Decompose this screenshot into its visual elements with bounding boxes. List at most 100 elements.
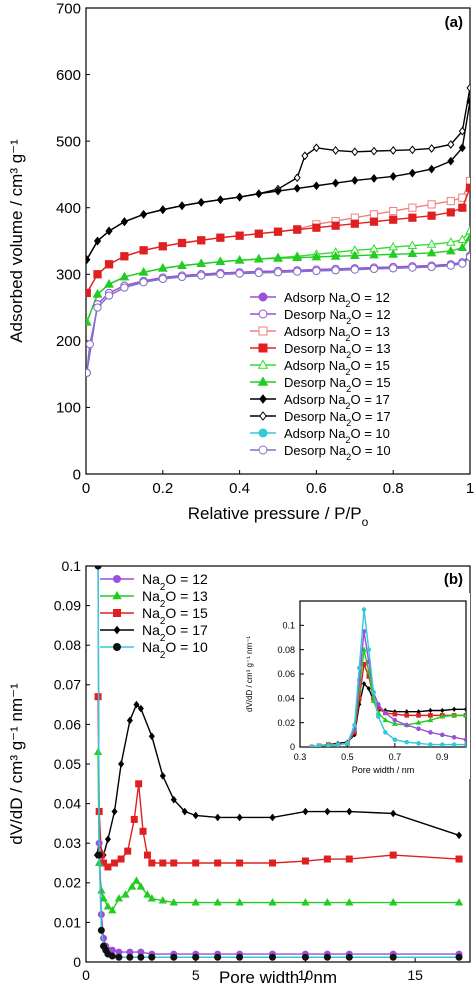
inset-data-point xyxy=(375,714,381,719)
a-data-point xyxy=(216,195,224,205)
a-series xyxy=(86,96,470,265)
b-data-point xyxy=(236,953,244,961)
a-series xyxy=(86,252,470,377)
b-legend-entry: Na2O = 12 xyxy=(142,571,208,593)
a-data-point xyxy=(177,238,187,248)
b-series-line xyxy=(96,703,460,858)
a-data-point xyxy=(369,249,379,259)
a-data-point xyxy=(105,226,113,236)
b-y-tick-label: 0.09 xyxy=(54,598,81,614)
a-data-point xyxy=(427,211,436,220)
a-data-point xyxy=(458,143,466,153)
a-data-point xyxy=(408,263,417,272)
a-data-point xyxy=(293,184,301,193)
b-data-point xyxy=(139,827,147,835)
b-legend-entry-sub: 2 xyxy=(160,599,165,610)
b-data-point xyxy=(124,847,132,855)
a-legend-marker xyxy=(259,394,267,404)
a-data-point xyxy=(293,267,302,276)
a-data-point xyxy=(350,265,359,274)
a-legend-entry: Adsorp Na2O = 17 xyxy=(284,392,390,411)
inset-data-point xyxy=(375,702,381,707)
b-data-point xyxy=(130,815,138,823)
a-y-tick-label: 200 xyxy=(56,333,81,350)
b-y-axis-label: dV/dD / cm³ g⁻¹ nm⁻¹ xyxy=(7,683,26,845)
inset-data-point xyxy=(463,742,466,747)
b-y-tick-label: 0.06 xyxy=(54,716,81,732)
a-legend-entry-post: O = 15 xyxy=(350,358,389,373)
a-data-point xyxy=(197,271,206,280)
b-legend-marker xyxy=(113,625,121,635)
b-data-point xyxy=(121,890,130,898)
b-data-point xyxy=(133,700,140,709)
a-data-point xyxy=(235,231,244,240)
a-data-point xyxy=(215,256,226,266)
a-data-point xyxy=(389,146,397,155)
a-data-point xyxy=(312,143,320,153)
a-legend-entry: Desorp Na2O = 12 xyxy=(284,307,391,326)
b-data-point xyxy=(170,795,177,804)
a-data-point xyxy=(370,174,378,183)
a-data-point xyxy=(120,252,129,261)
a-data-point xyxy=(332,178,340,188)
b-data-point xyxy=(132,876,141,884)
b-legend-entry-post: O = 17 xyxy=(165,622,208,638)
b-data-point xyxy=(115,953,123,961)
inset-data-point xyxy=(440,707,445,714)
a-data-point xyxy=(236,192,244,202)
b-legend-entry-pre: Na xyxy=(142,588,160,604)
a-data-point xyxy=(93,270,102,279)
inset-data-point xyxy=(416,741,421,746)
inset-data-point xyxy=(366,685,371,692)
a-data-point xyxy=(104,279,114,288)
b-data-point xyxy=(135,780,143,788)
a-x-tick-label: 0.4 xyxy=(229,480,250,497)
b-data-point xyxy=(301,857,309,865)
a-data-point xyxy=(177,260,187,270)
b-data-point xyxy=(323,855,331,863)
a-legend-entry-sub: 2 xyxy=(346,316,351,326)
b-data-point xyxy=(214,953,222,961)
inset-y-tick-label: 0 xyxy=(290,742,295,752)
inset-x-tick-label: 0.7 xyxy=(389,752,402,762)
a-data-point xyxy=(447,140,455,149)
b-data-point xyxy=(103,902,113,910)
b-data-point xyxy=(93,747,103,756)
inset-data-point xyxy=(392,720,398,726)
panel-a-chart: 0 0.2 0.4 0.6 0.8 1 0 100 200 300 400 500 600 700 (a) R… xyxy=(7,0,474,529)
b-legend-entry-post: O = 15 xyxy=(165,605,208,621)
a-data-point xyxy=(104,260,114,269)
b-legend-marker xyxy=(113,609,121,617)
a-data-point xyxy=(273,268,283,277)
a-data-point xyxy=(446,196,455,206)
b-data-point xyxy=(323,898,332,906)
inset-data-point xyxy=(361,681,367,687)
a-data-point xyxy=(234,255,245,264)
a-data-point xyxy=(158,242,167,251)
a-data-point xyxy=(301,151,309,161)
a-data-point xyxy=(466,96,470,106)
a-data-point xyxy=(408,203,417,212)
inset-data-point xyxy=(361,607,367,612)
a-data-point xyxy=(274,186,282,196)
b-legend-entry-pre: Na xyxy=(142,605,160,621)
b-data-point xyxy=(111,859,119,867)
a-legend-entry-sub: 2 xyxy=(346,418,351,428)
a-data-point xyxy=(93,236,102,246)
b-legend-entry-pre: Na xyxy=(142,639,160,655)
a-legend-entry-sub: 2 xyxy=(346,452,351,462)
a-data-point xyxy=(292,252,303,262)
b-data-point xyxy=(181,807,188,816)
inset-y-tick-label: 0.04 xyxy=(277,693,295,703)
a-data-point xyxy=(408,213,417,222)
a-data-point xyxy=(426,247,437,257)
a-data-point xyxy=(446,261,455,270)
b-data-point xyxy=(389,953,397,961)
a-data-point xyxy=(311,251,322,261)
a-legend-entry-sub: 2 xyxy=(345,367,350,377)
b-data-point xyxy=(301,953,309,961)
a-data-point xyxy=(255,189,263,199)
b-y-tick-label: 0.01 xyxy=(54,914,81,930)
a-data-point xyxy=(458,126,466,136)
